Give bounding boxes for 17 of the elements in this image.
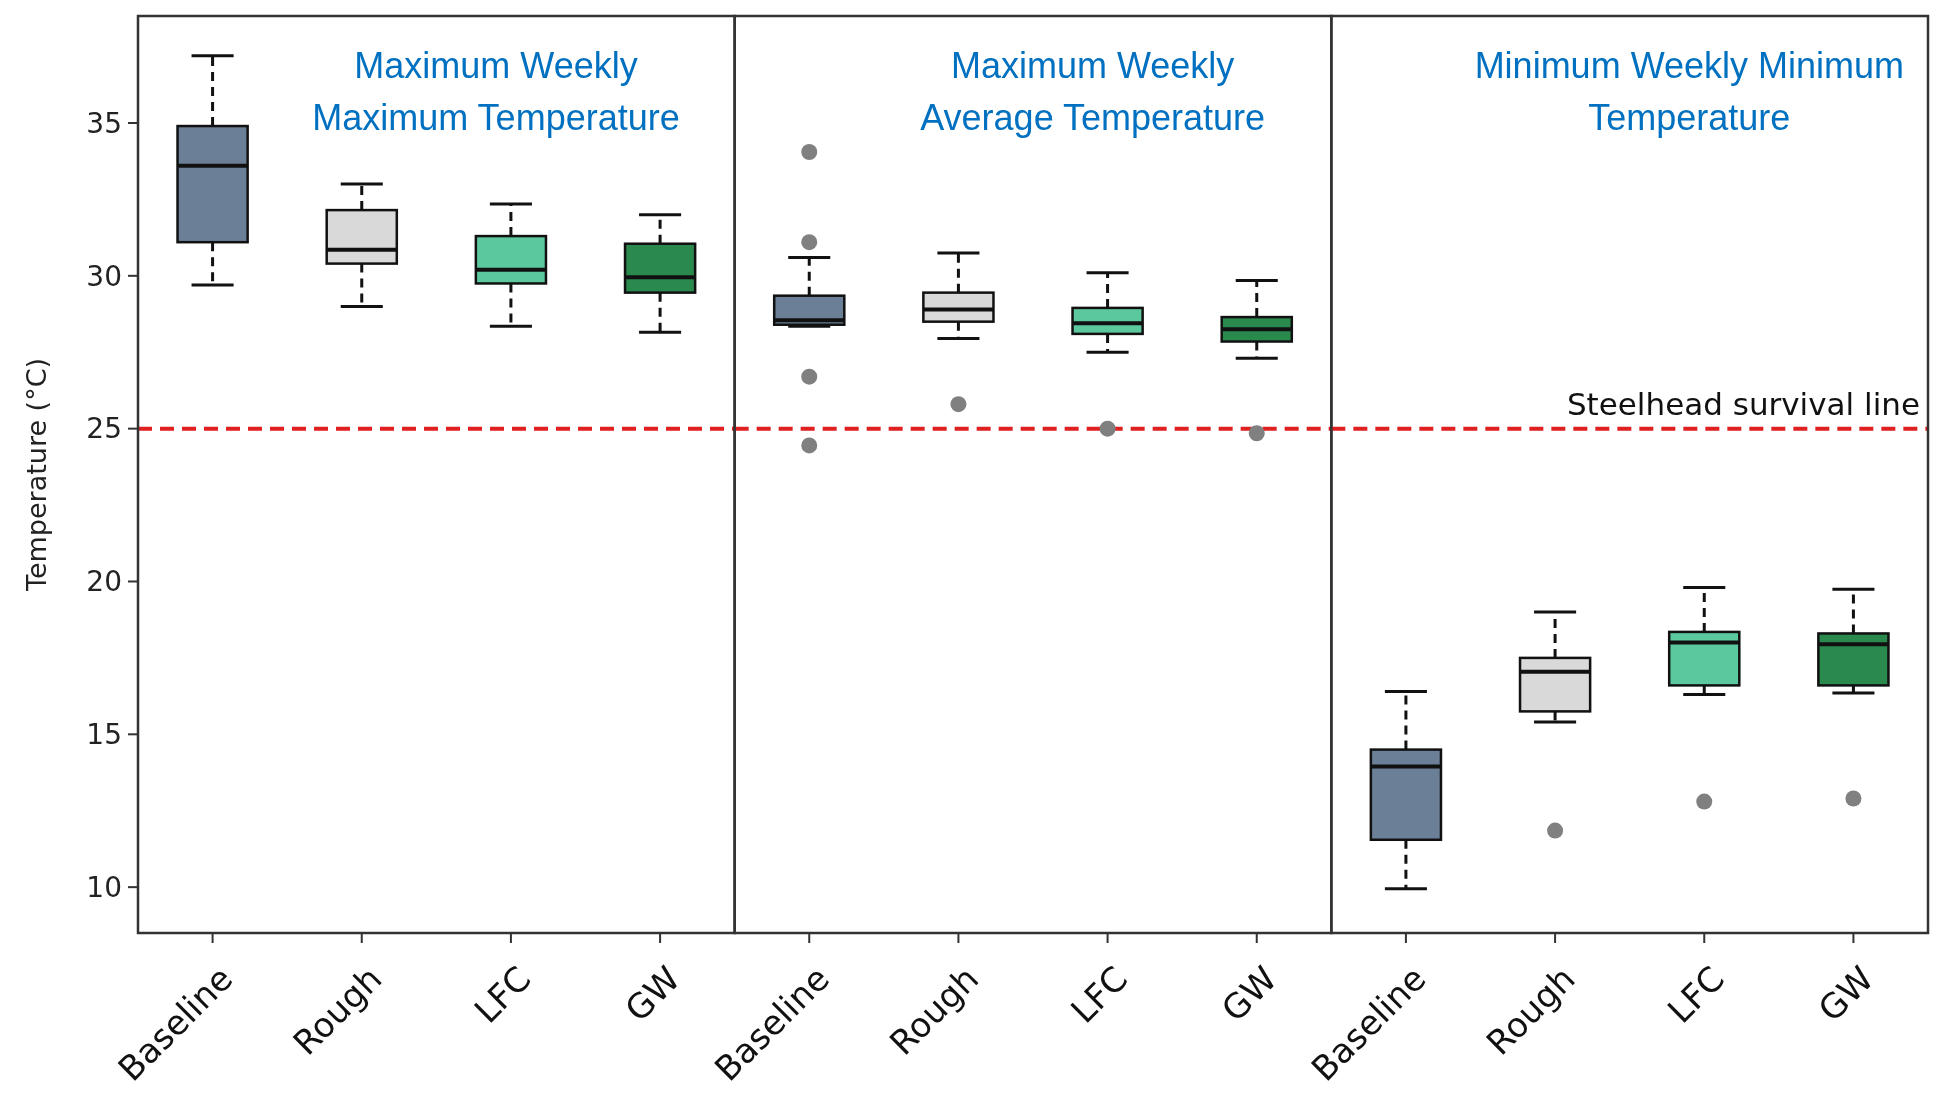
- x-tick-label: LFC: [466, 958, 539, 1031]
- y-tick-label: 10: [86, 870, 122, 904]
- y-tick-label: 35: [86, 106, 122, 140]
- x-tick-label: GW: [1213, 958, 1285, 1030]
- text: Maximum Weekly Maximum Temperature: [312, 45, 680, 138]
- x-tick-label: GW: [1810, 958, 1882, 1030]
- ref-line-label: Steelhead survival line: [1566, 385, 1920, 422]
- x-tick-label: LFC: [1659, 958, 1732, 1031]
- text: Maximum Weekly Average Temperature: [920, 45, 1266, 138]
- y-tick-label: 20: [86, 565, 122, 599]
- y-tick-label: 25: [86, 412, 122, 446]
- x-tick-label: GW: [617, 958, 688, 1030]
- y-tick-label: 30: [86, 259, 122, 293]
- y-tick-label: 15: [86, 718, 122, 752]
- y-axis-title: Temperature (°C): [21, 357, 52, 593]
- text: Minimum Weekly Minimum Temperature: [1474, 45, 1905, 138]
- x-tick-label: LFC: [1062, 958, 1136, 1031]
